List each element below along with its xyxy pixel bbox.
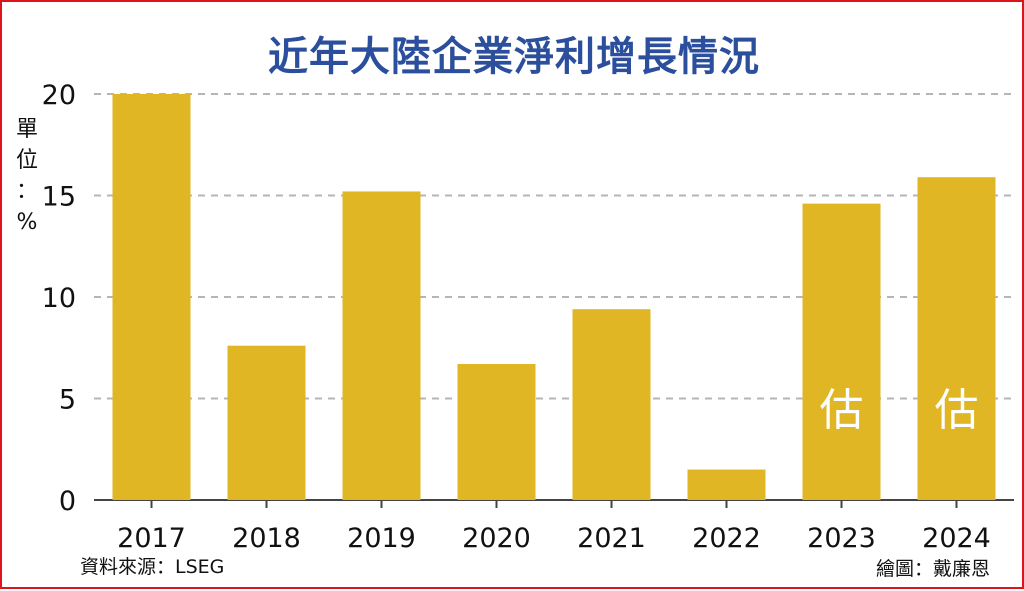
x-tick-label: 2017	[117, 523, 186, 554]
bar	[917, 177, 996, 501]
bar	[687, 469, 766, 500]
estimate-label: 估	[820, 385, 864, 436]
chart-title: 近年大陸企業淨利增長情況	[268, 34, 760, 80]
source-note: 資料來源：LSEG	[80, 556, 225, 578]
x-tick-label: 2019	[347, 523, 416, 554]
x-tick-label: 2020	[462, 523, 531, 554]
x-tick-label: 2023	[807, 523, 876, 554]
x-tick-label: 2022	[692, 523, 761, 554]
x-tick-label: 2018	[232, 523, 301, 554]
bar	[227, 345, 306, 500]
y-tick-label: 5	[59, 385, 76, 416]
x-tick-label: 2021	[577, 523, 646, 554]
bar	[457, 363, 536, 500]
bar	[112, 94, 191, 500]
y-tick-label: 15	[42, 182, 76, 213]
credit-note: 繪圖：戴廉恩	[875, 558, 990, 580]
x-tick-label: 2024	[922, 523, 991, 554]
y-axis-unit-label: 單 位 ： %	[15, 117, 38, 235]
bar	[572, 309, 651, 500]
y-tick-label: 10	[42, 283, 76, 314]
y-tick-label: 20	[42, 80, 76, 111]
bar	[342, 191, 421, 500]
y-tick-label: 0	[59, 486, 76, 517]
estimate-label: 估	[935, 385, 979, 436]
bar	[802, 203, 881, 500]
